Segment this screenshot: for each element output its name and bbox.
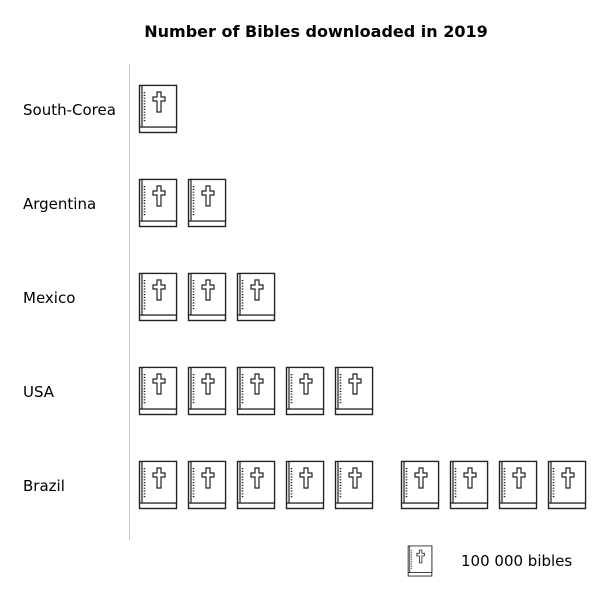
chart-rows: South-Corea Argentina Mexico USA Brazil	[23, 84, 587, 510]
bible-icon	[449, 460, 489, 510]
legend: 100 000 bibles	[407, 545, 572, 577]
bible-icon	[334, 366, 374, 416]
row-brazil: Brazil	[23, 460, 587, 510]
bible-icon	[138, 460, 178, 510]
row-mexico: Mexico	[23, 272, 276, 322]
bible-icon	[236, 460, 276, 510]
category-label: Argentina	[23, 195, 96, 213]
category-label: Brazil	[23, 477, 65, 495]
bible-icon	[187, 272, 227, 322]
bible-icon	[400, 460, 440, 510]
category-label: USA	[23, 383, 55, 401]
category-label: Mexico	[23, 289, 75, 307]
legend-label: 100 000 bibles	[461, 552, 572, 570]
bible-icon	[498, 460, 538, 510]
row-south-corea: South-Corea	[23, 84, 178, 134]
bible-icon	[138, 366, 178, 416]
bible-icon	[334, 460, 374, 510]
row-argentina: Argentina	[23, 178, 227, 228]
legend-bible-icon	[407, 545, 433, 577]
bible-icon	[187, 366, 227, 416]
bible-icon	[236, 366, 276, 416]
bible-icon	[187, 178, 227, 228]
category-label: South-Corea	[23, 101, 116, 119]
row-usa: USA	[23, 366, 374, 416]
bible-icon	[547, 460, 587, 510]
bible-icon	[285, 366, 325, 416]
bible-icon	[138, 84, 178, 134]
bible-icon	[187, 460, 227, 510]
bible-icon	[138, 178, 178, 228]
chart-title: Number of Bibles downloaded in 2019	[144, 22, 488, 41]
bible-icon	[285, 460, 325, 510]
bible-icon	[236, 272, 276, 322]
bible-icon	[138, 272, 178, 322]
